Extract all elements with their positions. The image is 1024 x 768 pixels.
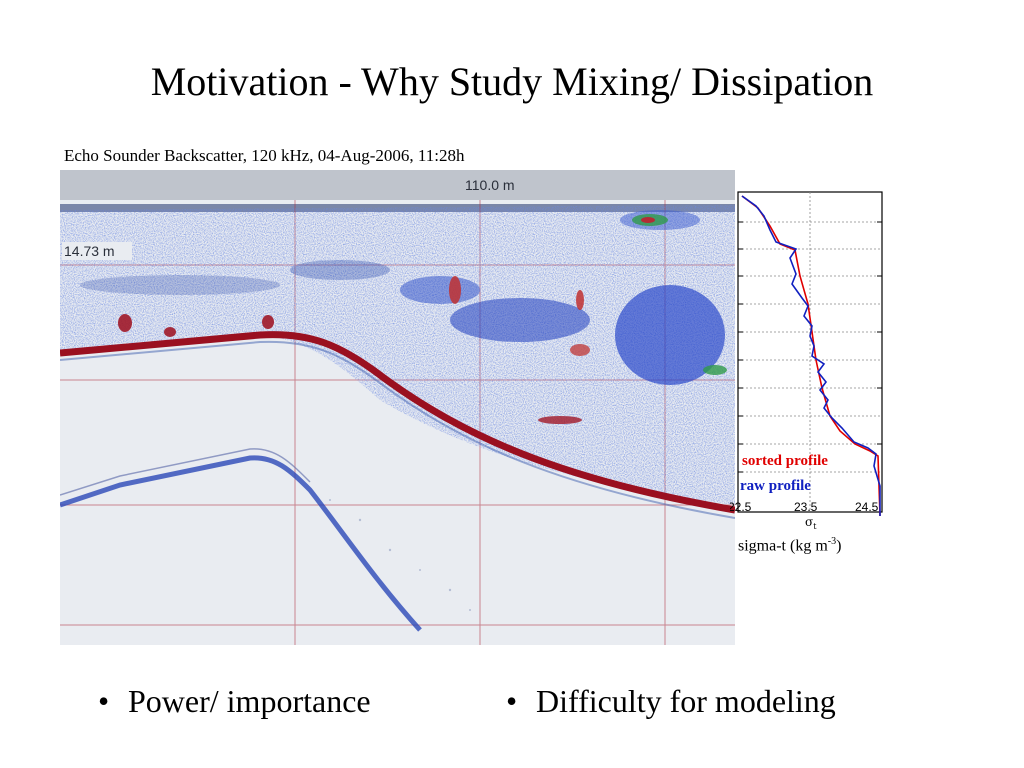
x-tick-label: 22.5 <box>730 500 752 514</box>
bullet-text: Power/ importance <box>128 683 371 719</box>
bullet-text: Difficulty for modeling <box>536 683 836 719</box>
slide-title: Motivation - Why Study Mixing/ Dissipati… <box>150 59 874 104</box>
bullet-item: • Difficulty for modeling <box>506 680 836 722</box>
legend-raw-profile: raw profile <box>740 478 811 494</box>
range-label: 110.0 m <box>465 177 515 193</box>
x-tick-label: 24.5 <box>855 500 879 514</box>
sigma-t-profile-plot: sorted profile raw profile 22.5 23.5 24.… <box>730 191 883 531</box>
raw-profile-line <box>741 195 881 516</box>
depth-label: 14.73 m <box>64 243 115 259</box>
bullet-glyph: • <box>506 683 518 719</box>
legend-sorted-profile: sorted profile <box>742 453 828 469</box>
x-tick-label: 23.5 <box>794 500 818 514</box>
axis-symbol: σt <box>805 515 817 531</box>
profile-axis-label: sigma-t (kg m-3) <box>738 536 842 555</box>
echogram-image: 110.0 m 14.73 m <box>60 170 735 645</box>
bullet-glyph: • <box>98 683 110 719</box>
bullet-item: • Power/ importance <box>98 680 371 722</box>
echogram-caption: Echo Sounder Backscatter, 120 kHz, 04-Au… <box>64 146 465 165</box>
